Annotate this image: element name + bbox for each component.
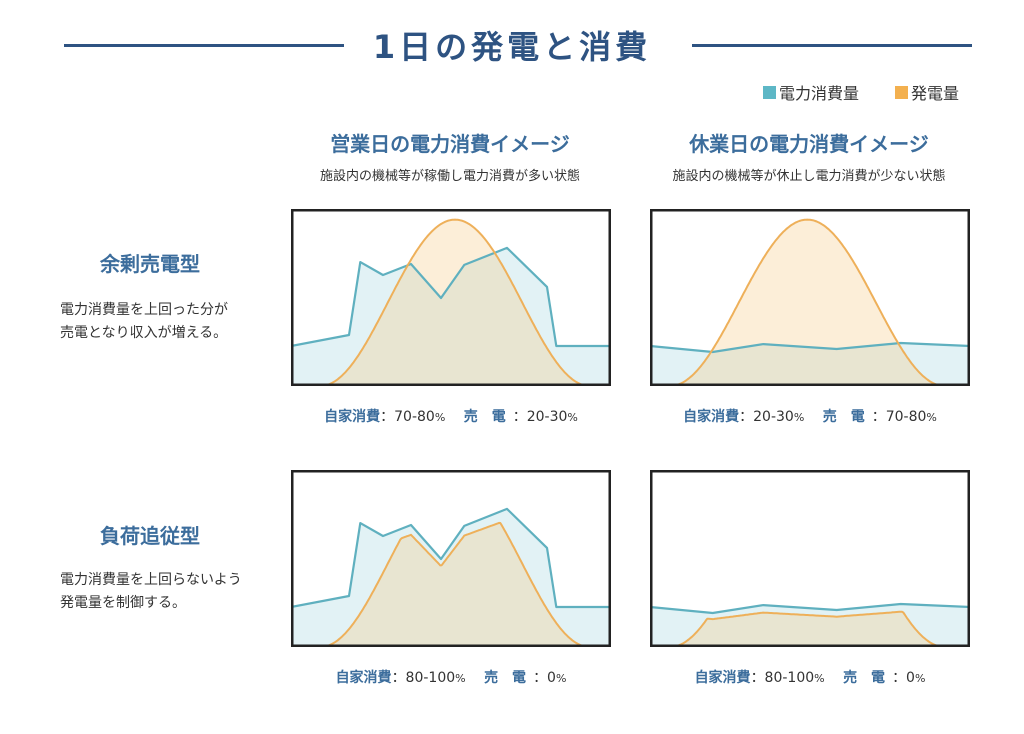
legend-label: 発電量 xyxy=(911,84,960,103)
percent-sign: % xyxy=(567,411,578,424)
consumption-line xyxy=(291,507,611,609)
column-subtitle: 施設内の機械等が休止し電力消費が少ない状態 xyxy=(672,169,946,184)
generation-line xyxy=(670,218,945,386)
chart-holiday-load-following xyxy=(650,470,970,647)
column-heading: 営業日の電力消費イメージ xyxy=(330,132,570,156)
consumption-line xyxy=(650,341,970,354)
generation-area xyxy=(320,219,590,386)
percent-sign: % xyxy=(914,672,926,685)
sell-label: 売 電 xyxy=(822,409,865,425)
self-consumption-label: 自家消費 xyxy=(694,670,751,686)
row-description-line: 電力消費量を上回らないよう xyxy=(60,572,242,588)
self-consumption-value: ：80-100 xyxy=(750,670,815,686)
row-description-line: 発電量を制御する。 xyxy=(60,595,186,611)
self-consumption-value: ：70-80 xyxy=(380,409,435,425)
sell-value: ：0 xyxy=(892,670,915,686)
row-description: 電力消費量を上回った分が 売電となり収入が増える。 xyxy=(60,299,280,345)
self-consumption-label: 自家消費 xyxy=(335,670,392,686)
generation-area xyxy=(670,611,945,647)
row-description-line: 売電となり収入が増える。 xyxy=(60,325,228,341)
sell-value: ：20-30 xyxy=(512,409,568,425)
sell-value: ：0 xyxy=(533,670,556,686)
legend-swatch-consumption xyxy=(763,85,776,99)
self-consumption-value: ：80-100 xyxy=(391,670,456,686)
row-header-load-following: 負荷追従型 電力消費量を上回らないよう 発電量を制御する。 xyxy=(60,520,280,615)
chart-workday-load-following xyxy=(291,470,611,647)
caption-holiday-surplus: 自家消費：20-30% 売 電 ：70-80% xyxy=(650,406,970,426)
consumption-area xyxy=(291,508,611,647)
percent-sign: % xyxy=(926,411,937,424)
row-header-surplus: 余剰売電型 電力消費量を上回った分が 売電となり収入が増える。 xyxy=(60,248,280,345)
chart-workday-surplus xyxy=(291,209,611,386)
legend-consumption: 電力消費量 xyxy=(763,80,859,104)
self-consumption-value: ：20-30 xyxy=(739,409,794,425)
caption-holiday-load-following: 自家消費：80-100% 売 電 ：0% xyxy=(650,667,970,687)
page-title: 1日の発電と消費 xyxy=(0,22,1024,68)
consumption-area xyxy=(650,604,970,647)
consumption-line xyxy=(291,246,611,348)
chart-holiday-surplus xyxy=(650,209,970,386)
sell-label: 売 電 xyxy=(484,670,527,686)
percent-sign: % xyxy=(793,411,805,424)
percent-sign: % xyxy=(814,672,825,685)
row-description: 電力消費量を上回らないよう 発電量を制御する。 xyxy=(60,569,280,615)
percent-sign: % xyxy=(455,672,466,685)
row-heading: 負荷追従型 xyxy=(100,524,200,548)
caption-workday-surplus: 自家消費：70-80% 売 電 ：20-30% xyxy=(291,406,611,426)
self-consumption-label: 自家消費 xyxy=(324,409,381,425)
sell-value: ：70-80 xyxy=(871,409,927,425)
legend-swatch-generation xyxy=(895,85,908,99)
panel-frame xyxy=(291,209,611,386)
consumption-area xyxy=(650,343,970,386)
generation-area xyxy=(670,219,945,386)
percent-sign: % xyxy=(434,411,446,424)
self-consumption-label: 自家消費 xyxy=(683,409,740,425)
row-heading: 余剰売電型 xyxy=(100,252,200,276)
column-header-holiday: 休業日の電力消費イメージ 施設内の機械等が休止し電力消費が少ない状態 xyxy=(629,128,989,184)
panel-frame xyxy=(291,470,611,647)
legend-generation: 発電量 xyxy=(895,80,959,104)
sell-label: 売 電 xyxy=(463,409,506,425)
generation-line xyxy=(320,218,590,386)
consumption-area xyxy=(291,247,611,386)
column-subtitle: 施設内の機械等が稼働し電力消費が多い状態 xyxy=(319,169,580,184)
panel-frame xyxy=(650,470,970,647)
sell-label: 売 電 xyxy=(843,670,886,686)
consumption-line xyxy=(650,602,970,615)
percent-sign: % xyxy=(555,672,567,685)
page-title-text: 1日の発電と消費 xyxy=(354,28,670,66)
title-rule-left xyxy=(64,44,344,47)
caption-workday-load-following: 自家消費：80-100% 売 電 ：0% xyxy=(291,667,611,687)
generation-line xyxy=(670,610,945,647)
legend-label: 電力消費量 xyxy=(779,84,860,103)
panel-frame xyxy=(650,209,970,386)
column-heading: 休業日の電力消費イメージ xyxy=(689,132,929,156)
column-header-workday: 営業日の電力消費イメージ 施設内の機械等が稼働し電力消費が多い状態 xyxy=(270,128,630,184)
generation-area xyxy=(320,522,590,647)
generation-line xyxy=(320,521,590,647)
title-rule-right xyxy=(692,44,972,47)
row-description-line: 電力消費量を上回った分が xyxy=(60,302,228,318)
